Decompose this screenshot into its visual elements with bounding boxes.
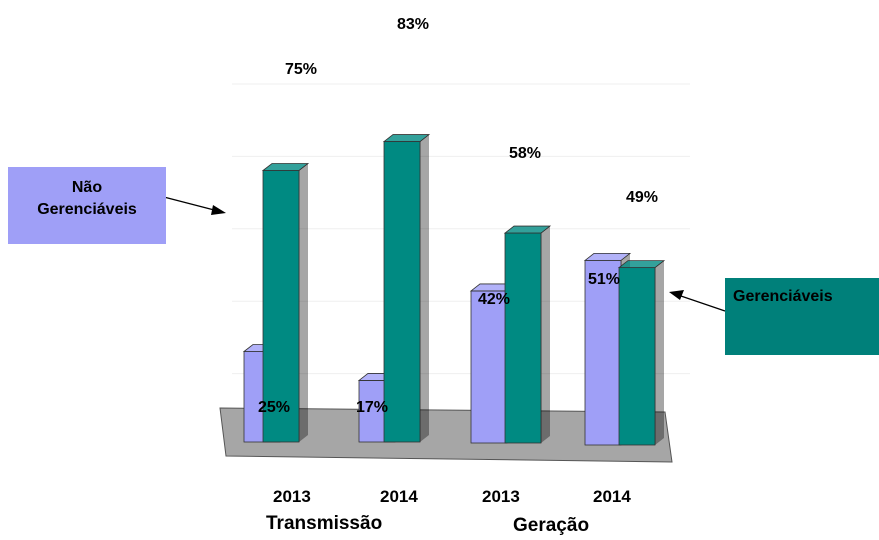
callout-nao-gerenciaveis: Não Gerenciáveis — [8, 167, 166, 244]
x-tick-label-1: 2013 — [273, 487, 311, 506]
callout-right-arrowhead — [669, 290, 684, 300]
value-label-series2-3: 58% — [509, 145, 542, 162]
callout-gerenciaveis: Gerenciáveis — [725, 278, 879, 355]
bar-series2-4-top — [617, 260, 666, 269]
bar-series2-2-top — [382, 134, 431, 142]
x-tick-label-2: 2014 — [380, 487, 418, 506]
bar-series2-3-front — [504, 232, 542, 444]
value-label-series2-1: 75% — [285, 61, 318, 78]
bar-series2-3-side — [541, 226, 550, 443]
group-label-transmissao: Transmissão — [266, 513, 383, 534]
x-tick-label-3: 2013 — [482, 487, 520, 506]
bar-series2-2-front — [383, 141, 421, 443]
bar-series2-4 — [617, 260, 666, 446]
value-label-series2-2: 83% — [397, 16, 430, 33]
bars — [242, 134, 666, 446]
bar-series2-4-front — [618, 267, 656, 446]
bar-series2-1-top — [261, 163, 310, 171]
x-tick-label-4: 2014 — [593, 487, 631, 506]
bar-series2-2 — [382, 134, 431, 443]
bar-series1-4-top — [583, 252, 632, 261]
bar-series2-3-top — [503, 225, 552, 234]
bar-series1-4-front — [584, 259, 622, 446]
bar-series2-2-side — [420, 134, 429, 443]
value-label-series1-4: 51% — [588, 271, 621, 288]
callout-left-arrowhead — [211, 205, 226, 215]
callout-right-arrow — [677, 294, 726, 312]
value-label-series1-1: 25% — [258, 399, 291, 416]
bar-series1-3-front — [470, 290, 508, 444]
callout-left-arrow — [159, 195, 219, 212]
bar-series2-3 — [503, 225, 552, 444]
bar-series2-1 — [261, 163, 310, 443]
group-label-geracao: Geração — [513, 515, 590, 536]
bar-series2-1-side — [299, 163, 308, 442]
callout-left-line-1: Não — [71, 179, 103, 196]
callout-left-line-2: Gerenciáveis — [37, 201, 137, 218]
bar-series2-4-side — [655, 260, 664, 445]
value-label-series1-2: 17% — [356, 399, 389, 416]
value-label-series2-4: 49% — [626, 189, 659, 206]
value-label-series1-3: 42% — [478, 291, 511, 308]
